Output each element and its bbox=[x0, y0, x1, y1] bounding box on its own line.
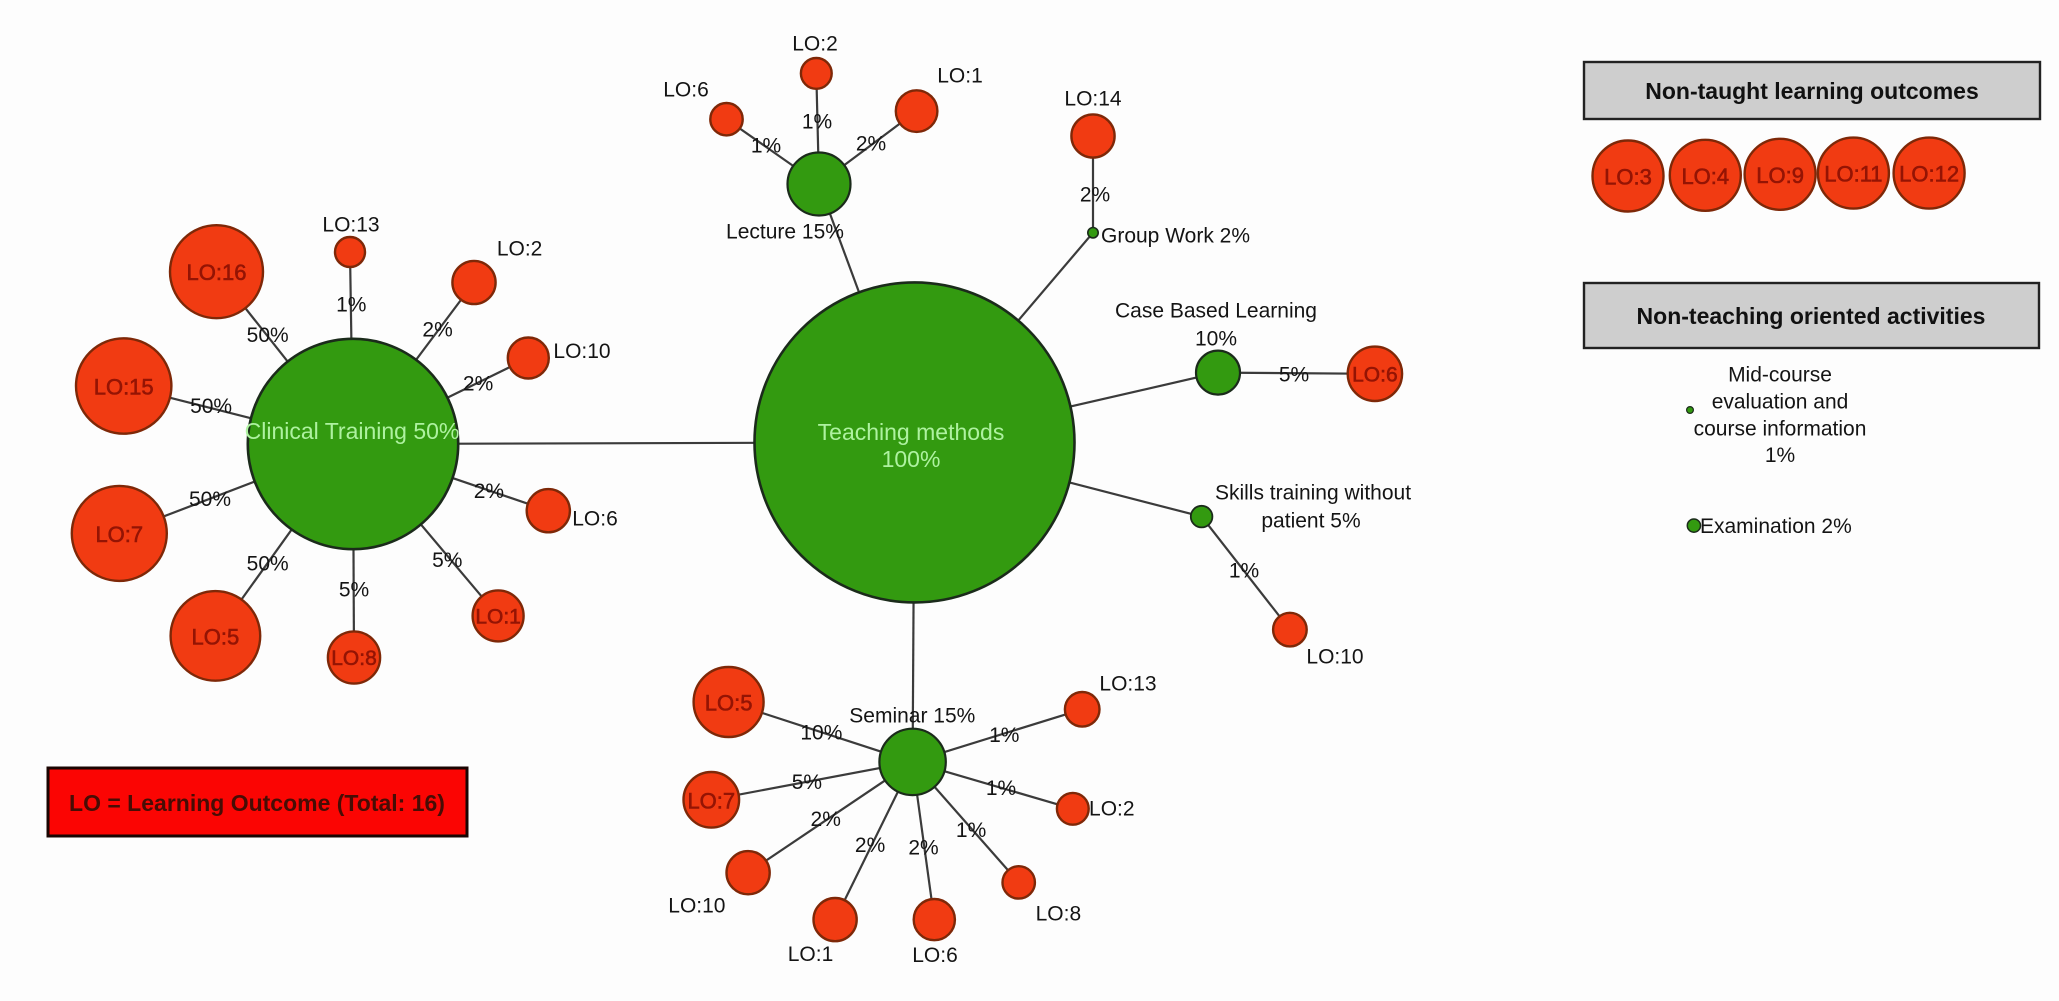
svg-text:LO:6: LO:6 bbox=[572, 507, 618, 530]
svg-text:LO:1: LO:1 bbox=[788, 943, 834, 966]
svg-text:LO:14: LO:14 bbox=[1064, 88, 1122, 111]
svg-text:2%: 2% bbox=[811, 808, 841, 831]
svg-text:50%: 50% bbox=[189, 488, 231, 511]
svg-text:5%: 5% bbox=[432, 549, 462, 572]
svg-text:1%: 1% bbox=[989, 724, 1019, 747]
svg-text:Skills training without: Skills training without bbox=[1215, 482, 1411, 505]
svg-text:LO:16: LO:16 bbox=[187, 260, 247, 285]
svg-text:2%: 2% bbox=[422, 319, 452, 342]
svg-text:2%: 2% bbox=[908, 837, 938, 860]
svg-text:2%: 2% bbox=[855, 834, 885, 857]
svg-text:LO:11: LO:11 bbox=[1824, 162, 1882, 187]
svg-text:LO:2: LO:2 bbox=[792, 33, 838, 56]
svg-text:LO:7: LO:7 bbox=[687, 788, 735, 813]
svg-text:1%: 1% bbox=[336, 294, 366, 317]
svg-text:50%: 50% bbox=[247, 324, 289, 347]
svg-text:LO:13: LO:13 bbox=[322, 214, 379, 237]
svg-text:LO:13: LO:13 bbox=[1099, 672, 1156, 695]
svg-text:LO:6: LO:6 bbox=[912, 944, 958, 967]
svg-text:Case Based Learning: Case Based Learning bbox=[1115, 300, 1317, 323]
svg-text:LO:4: LO:4 bbox=[1681, 164, 1729, 189]
svg-text:LO:9: LO:9 bbox=[1756, 163, 1804, 188]
svg-text:1%: 1% bbox=[751, 135, 781, 158]
svg-text:LO:10: LO:10 bbox=[553, 340, 610, 363]
svg-text:10%: 10% bbox=[1195, 328, 1237, 351]
svg-text:2%: 2% bbox=[474, 480, 504, 503]
svg-text:LO:15: LO:15 bbox=[94, 375, 154, 400]
svg-text:2%: 2% bbox=[856, 133, 886, 156]
svg-text:1%: 1% bbox=[986, 777, 1016, 800]
svg-text:LO = Learning Outcome (Total:: LO = Learning Outcome (Total: 16) bbox=[69, 790, 445, 816]
svg-text:5%: 5% bbox=[792, 771, 822, 794]
svg-text:course information: course information bbox=[1694, 417, 1867, 440]
svg-text:LO:10: LO:10 bbox=[1306, 646, 1363, 669]
svg-text:1%: 1% bbox=[802, 111, 832, 134]
svg-text:LO:3: LO:3 bbox=[1604, 165, 1652, 190]
svg-text:LO:1: LO:1 bbox=[937, 65, 983, 88]
svg-text:100%: 100% bbox=[882, 446, 941, 472]
svg-text:Mid-course: Mid-course bbox=[1728, 363, 1832, 386]
svg-text:Non-taught learning outcomes: Non-taught learning outcomes bbox=[1645, 78, 1979, 104]
svg-text:Seminar 15%: Seminar 15% bbox=[849, 704, 975, 727]
svg-text:patient 5%: patient 5% bbox=[1261, 510, 1360, 533]
svg-text:Non-teaching oriented activiti: Non-teaching oriented activities bbox=[1637, 303, 1986, 329]
svg-text:Lecture 15%: Lecture 15% bbox=[726, 221, 844, 244]
svg-text:5%: 5% bbox=[339, 579, 369, 602]
svg-text:LO:1: LO:1 bbox=[475, 605, 521, 628]
svg-text:50%: 50% bbox=[190, 395, 232, 418]
svg-text:LO:6: LO:6 bbox=[1352, 363, 1398, 386]
svg-text:1%: 1% bbox=[1765, 444, 1795, 467]
svg-text:LO:5: LO:5 bbox=[192, 624, 240, 649]
svg-text:evaluation and: evaluation and bbox=[1712, 390, 1849, 413]
svg-text:LO:6: LO:6 bbox=[663, 79, 709, 102]
svg-text:1%: 1% bbox=[956, 819, 986, 842]
svg-text:1%: 1% bbox=[1229, 560, 1259, 583]
svg-text:Clinical Training 50%: Clinical Training 50% bbox=[245, 418, 460, 444]
svg-text:2%: 2% bbox=[1080, 184, 1110, 207]
svg-text:2%: 2% bbox=[463, 372, 493, 395]
svg-text:5%: 5% bbox=[1279, 364, 1309, 387]
svg-text:LO:8: LO:8 bbox=[1036, 903, 1082, 926]
svg-text:Group Work 2%: Group Work 2% bbox=[1101, 225, 1250, 248]
svg-text:50%: 50% bbox=[247, 553, 289, 576]
svg-text:LO:12: LO:12 bbox=[1899, 162, 1959, 187]
svg-text:LO:2: LO:2 bbox=[497, 238, 543, 261]
svg-text:Teaching methods: Teaching methods bbox=[818, 419, 1005, 445]
svg-text:LO:7: LO:7 bbox=[95, 522, 143, 547]
svg-text:LO:2: LO:2 bbox=[1089, 797, 1135, 820]
svg-text:Examination 2%: Examination 2% bbox=[1700, 515, 1852, 538]
svg-text:LO:5: LO:5 bbox=[705, 691, 753, 716]
svg-text:LO:10: LO:10 bbox=[668, 895, 725, 918]
svg-text:LO:8: LO:8 bbox=[331, 647, 377, 670]
svg-text:10%: 10% bbox=[800, 722, 842, 745]
